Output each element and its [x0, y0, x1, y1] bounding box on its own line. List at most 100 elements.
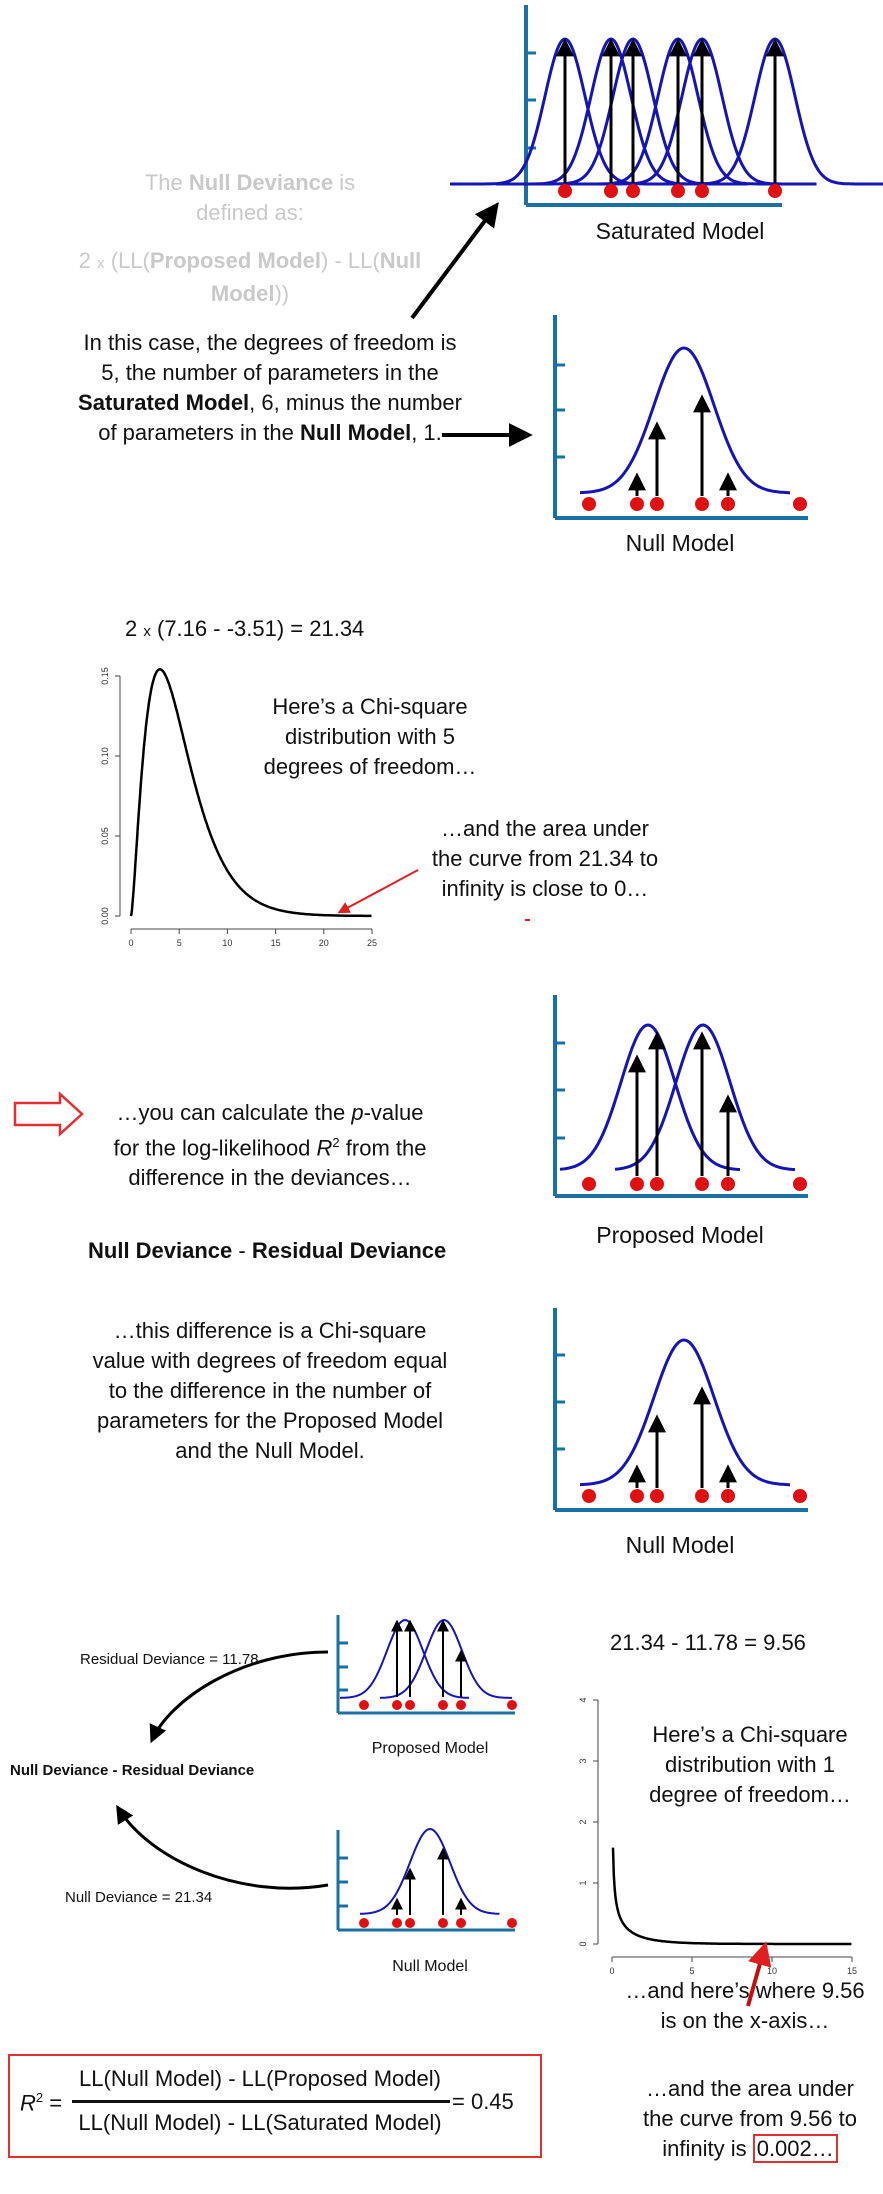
chi-square-1df-text: Here’s a Chi-square distribution with 1 …: [649, 1722, 851, 1807]
data-point: [582, 1177, 596, 1191]
curved-arrow-null: [116, 1804, 329, 1890]
area-close-to-zero-text: …and the area under the curve from 21.34…: [431, 816, 659, 901]
data-point: [507, 1700, 517, 1710]
deviance-calculation: 2 x (7.16 - -3.51) = 21.34: [125, 616, 365, 641]
red-pointer-arrow: [337, 869, 419, 914]
y-tick-label: 0.00: [100, 907, 110, 925]
data-point: [405, 1918, 415, 1928]
y-tick-label: 3: [578, 1758, 588, 1763]
x-tick-label: 10: [222, 938, 232, 948]
distribution-curve: [580, 346, 790, 495]
x-tick-label: 5: [177, 938, 182, 948]
r-squared-formula-box: [8, 2054, 542, 2158]
data-point: [630, 1489, 644, 1503]
formula-numerator: LL(Null Model) - LL(Proposed Model): [79, 2066, 441, 2091]
null-deviance-label: Null Deviance = 21.34: [65, 1889, 213, 1906]
difference-explanation-text: …this difference is a Chi-square value w…: [92, 1318, 448, 1463]
difference-calculation: 21.34 - 11.78 = 9.56: [610, 1630, 806, 1655]
chi-square-curve: [611, 1847, 852, 1946]
data-point: [359, 1918, 369, 1928]
chi-square-curve: [129, 668, 372, 918]
distribution-curve: [379, 1618, 512, 1699]
data-point: [456, 1700, 466, 1710]
x-tick-label: 0: [609, 1966, 614, 1976]
data-point: [671, 184, 685, 198]
distribution-curve: [614, 1023, 796, 1172]
data-point: [695, 184, 709, 198]
x-tick-label: 15: [847, 1966, 857, 1976]
null-model-caption-top: Null Model: [625, 530, 735, 556]
distribution-curve: [339, 1618, 470, 1699]
null-minus-residual-deviance-label: Null Deviance - Residual Deviance: [88, 1238, 447, 1263]
distribution-curve: [580, 1338, 790, 1487]
y-tick-label: 4: [578, 1697, 588, 1702]
data-point: [405, 1700, 415, 1710]
x-tick-label: 20: [319, 938, 329, 948]
data-point: [721, 497, 735, 511]
data-point: [695, 1489, 709, 1503]
x-tick-label: 5: [689, 1966, 694, 1976]
data-point: [558, 184, 572, 198]
hollow-red-arrow: [13, 1091, 84, 1137]
data-point: [793, 497, 807, 511]
data-point: [582, 1489, 596, 1503]
curved-arrow-residual: [149, 1650, 329, 1744]
distribution-curve: [559, 1023, 741, 1172]
y-tick-label: 0.15: [100, 667, 110, 685]
data-point: [438, 1700, 448, 1710]
null-deviance-definition: The Null Deviance is defined as: 2 x (LL…: [78, 170, 422, 306]
y-tick-label: 0.10: [100, 747, 110, 765]
p-value-text: …you can calculate the p-value for the l…: [113, 1100, 427, 1191]
small-proposed-caption: Proposed Model: [371, 1740, 489, 1757]
red-marker-arrow: [746, 1941, 772, 2007]
r-squared-lhs: R2 =: [20, 2090, 63, 2116]
data-point: [438, 1918, 448, 1928]
small-null-caption: Null Model: [392, 1958, 468, 1975]
data-point: [793, 1489, 807, 1503]
chi-square-5df-text: Here’s a Chi-square distribution with 5 …: [263, 694, 477, 779]
y-tick-label: 1: [578, 1880, 588, 1885]
data-point: [650, 1177, 664, 1191]
data-point: [721, 1489, 735, 1503]
data-point: [630, 497, 644, 511]
data-point: [768, 184, 782, 198]
nd-minus-rd-label: Null Deviance - Residual Deviance: [10, 1762, 255, 1779]
pointer-arrow-saturated: [410, 202, 499, 320]
where-on-x-axis-text: …and here’s where 9.56 is on the x-axis…: [625, 1978, 865, 2033]
y-tick-label: 0: [578, 1941, 588, 1946]
data-point: [695, 497, 709, 511]
data-point: [695, 1177, 709, 1191]
formula-denominator: LL(Null Model) - LL(Saturated Model): [78, 2110, 442, 2135]
data-point: [392, 1918, 402, 1928]
y-tick-label: 0.05: [100, 827, 110, 845]
data-point: [630, 1177, 644, 1191]
y-tick-label: 2: [578, 1819, 588, 1824]
saturated-model-caption: Saturated Model: [595, 218, 765, 244]
data-point: [793, 1177, 807, 1191]
final-area-text: …and the area under the curve from 9.56 …: [643, 2076, 857, 2163]
formula-result: = 0.45: [452, 2089, 514, 2114]
data-point: [650, 1489, 664, 1503]
x-tick-label: 10: [767, 1966, 777, 1976]
distribution-curve: [360, 1827, 500, 1915]
data-point: [392, 1700, 402, 1710]
data-point: [650, 497, 664, 511]
data-point: [359, 1700, 369, 1710]
x-tick-label: 0: [128, 938, 133, 948]
data-point: [721, 1177, 735, 1191]
data-point: [626, 184, 640, 198]
x-tick-label: 15: [271, 938, 281, 948]
p-value-result: 0.002…: [752, 2134, 838, 2163]
null-model-caption-middle: Null Model: [625, 1532, 735, 1558]
degrees-of-freedom-text: In this case, the degrees of freedom is …: [78, 330, 462, 445]
data-point: [582, 497, 596, 511]
residual-deviance-label: Residual Deviance = 11.78: [80, 1651, 259, 1668]
data-point: [604, 184, 618, 198]
data-point: [507, 1918, 517, 1928]
x-tick-label: 25: [367, 938, 377, 948]
proposed-model-caption: Proposed Model: [596, 1222, 764, 1248]
distribution-curve: [660, 37, 883, 186]
data-point: [456, 1918, 466, 1928]
formula-fraction-bar: [72, 2100, 450, 2103]
